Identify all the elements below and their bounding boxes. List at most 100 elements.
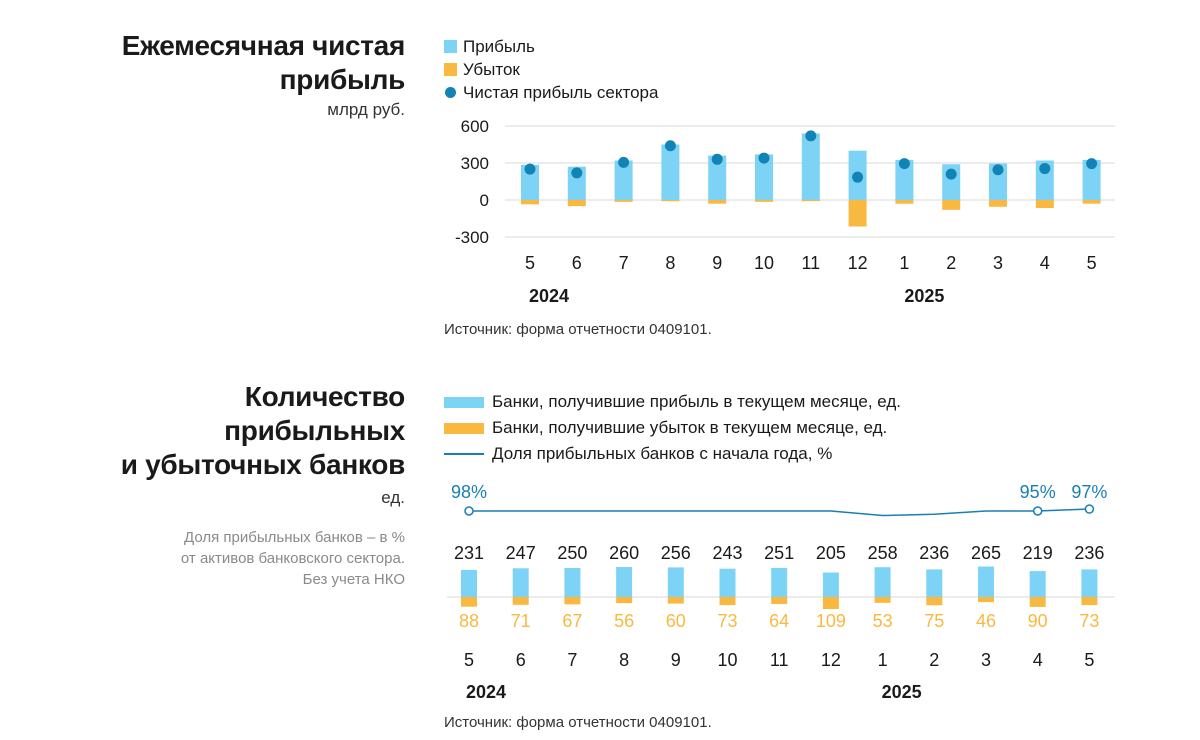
profit-banks-bar	[1029, 571, 1046, 597]
loss-bar	[755, 200, 773, 202]
x-tick-label: 10	[754, 253, 774, 273]
net-profit-dot	[571, 167, 583, 179]
chart2-title: Количество прибыльных и убыточных банков	[60, 380, 406, 482]
net-profit-dot	[524, 163, 536, 175]
legend-label-profit-banks: Банки, получившие прибыль в текущем меся…	[492, 392, 902, 411]
share-marker	[1032, 506, 1043, 516]
loss-count-label: 109	[816, 611, 846, 631]
profit-count-label: 250	[557, 543, 587, 563]
loss-count-label: 75	[924, 611, 944, 631]
profit-banks-bar	[771, 567, 788, 597]
profit-banks-bar	[564, 568, 581, 597]
loss-bar	[989, 200, 1007, 207]
x-tick-label: 2	[929, 650, 939, 670]
legend-label-net: Чистая прибыль сектора	[463, 82, 659, 102]
profit-banks-bar	[719, 568, 736, 597]
x-tick-label: 4	[1040, 253, 1050, 273]
chart1-legend: Прибыль Убыток Чистая прибыль сектора	[444, 35, 658, 104]
net-profit-dot	[758, 152, 770, 164]
legend-item-loss-banks: Банки, получившие убыток в текущем месяц…	[444, 415, 901, 441]
loss-bar	[1035, 200, 1054, 209]
legend-item-profit: Прибыль	[444, 35, 658, 58]
y-tick-label: 600	[461, 117, 489, 136]
legend-label-share: Доля прибыльных банков с начала года, %	[492, 444, 833, 463]
profit-count-label: 231	[454, 543, 484, 563]
legend-label-loss-banks: Банки, получившие убыток в текущем месяц…	[492, 418, 888, 437]
net-profit-dot	[1086, 158, 1098, 170]
loss-banks-bar	[512, 597, 529, 605]
chart1-title: Ежемесячная чистая прибыль	[60, 29, 406, 97]
share-label: 97%	[1071, 482, 1107, 502]
x-tick-label: 3	[993, 253, 1003, 273]
loss-count-label: 56	[614, 611, 634, 631]
x-tick-label: 8	[619, 650, 629, 670]
loss-banks-bar	[822, 597, 839, 609]
x-tick-label: 11	[801, 253, 820, 273]
profit-count-label: 205	[816, 543, 846, 563]
profit-count-label: 236	[1074, 543, 1104, 563]
loss-bar	[661, 200, 680, 202]
profit-bar	[614, 160, 633, 200]
loss-banks-bar	[461, 597, 477, 607]
x-tick-label: 7	[619, 253, 629, 273]
loss-banks-bar	[771, 597, 788, 605]
legend-item-profit-banks: Банки, получившие прибыль в текущем меся…	[444, 389, 901, 415]
loss-bar	[942, 200, 961, 210]
chart2-legend: Банки, получившие прибыль в текущем меся…	[444, 389, 901, 467]
profit-count-label: 258	[868, 543, 898, 563]
net-profit-dot	[945, 168, 957, 180]
x-tick-label: 9	[671, 650, 681, 670]
x-tick-label: 6	[516, 650, 526, 670]
legend-label-loss: Убыток	[463, 59, 520, 79]
y-tick-label: 300	[461, 154, 489, 173]
x-tick-label: 5	[1087, 253, 1097, 273]
x-tick-label: 5	[1084, 650, 1094, 670]
profit-bar	[1082, 159, 1101, 200]
chart1-unit: млрд руб.	[327, 100, 405, 119]
profit-bar	[895, 159, 914, 200]
loss-count-label: 73	[717, 611, 737, 631]
profit-banks-bar	[926, 569, 943, 597]
net-profit-dot	[618, 156, 630, 168]
net-profit-dot	[1039, 163, 1051, 175]
profit-count-label: 256	[661, 543, 691, 563]
legend-item-net: Чистая прибыль сектора	[444, 81, 658, 104]
loss-bar	[801, 200, 820, 202]
profit-count-label: 265	[971, 543, 1001, 563]
profit-banks-bar	[1081, 569, 1098, 597]
chart2-note-line1: Доля прибыльных банков – в %	[184, 529, 405, 546]
share-marker	[1084, 504, 1095, 514]
x-tick-label: 2	[946, 253, 956, 273]
net-profit-dot	[898, 158, 910, 170]
net-profit-dot	[711, 153, 723, 165]
loss-count-label: 73	[1079, 611, 1099, 631]
profit-banks-bar	[616, 567, 633, 597]
share-line	[469, 508, 1090, 517]
x-tick-label: 11	[770, 650, 789, 670]
net-profit-dot	[992, 164, 1004, 176]
loss-bar	[708, 200, 727, 204]
chart2-source: Источник: форма отчетности 0409101.	[444, 714, 712, 731]
loss-banks-swatch	[444, 422, 484, 434]
loss-swatch	[444, 63, 457, 76]
loss-count-label: 46	[976, 611, 996, 631]
chart2-note-line3: Без учета НКО	[302, 571, 405, 588]
net-profit-dot	[664, 140, 676, 152]
share-marker	[464, 506, 474, 516]
profit-banks-bar	[822, 572, 839, 597]
profit-count-label: 247	[506, 543, 536, 563]
loss-banks-bar	[667, 597, 684, 604]
profit-count-label: 219	[1023, 543, 1053, 563]
loss-banks-bar	[978, 597, 994, 603]
x-tick-label: 1	[899, 253, 909, 273]
chart2-unit: ед.	[381, 488, 405, 507]
profit-banks-bar	[667, 567, 684, 597]
loss-bar	[1082, 200, 1101, 204]
loss-bar	[848, 200, 867, 227]
loss-bar	[567, 200, 586, 207]
x-tick-label: 8	[665, 253, 675, 273]
loss-banks-bar	[874, 597, 891, 603]
legend-item-loss: Убыток	[444, 58, 658, 81]
x-tick-label: 9	[712, 253, 722, 273]
y-tick-label: -300	[455, 228, 489, 247]
